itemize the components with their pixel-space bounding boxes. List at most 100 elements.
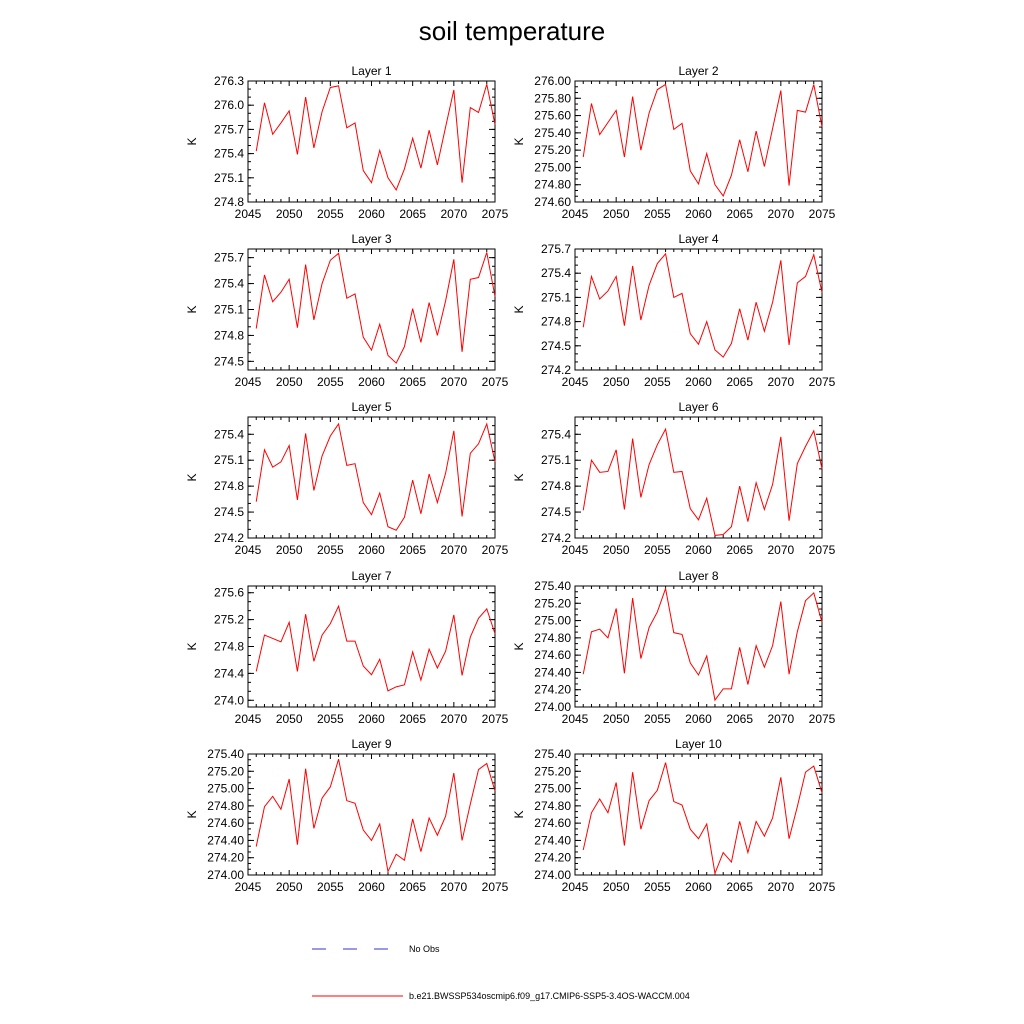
legend-label-no-obs: No Obs <box>409 944 440 954</box>
x-tick-label: 2075 <box>482 712 509 726</box>
y-tick-label: 274.60 <box>534 195 571 209</box>
x-tick-label: 2075 <box>482 207 509 221</box>
y-tick-label: 274.0 <box>214 693 244 707</box>
y-tick-label: 274.5 <box>214 505 244 519</box>
y-axis-label: K <box>512 642 526 650</box>
y-tick-label: 274.80 <box>534 178 571 192</box>
series-line <box>582 83 823 197</box>
y-tick-label: 275.6 <box>214 586 244 600</box>
panel-title: Layer 7 <box>351 569 391 583</box>
panels: Layer 1 K 2045 2050 2055 2060 2065 2070 2075 274.… <box>185 64 836 894</box>
y-tick-label: 275.4 <box>541 266 571 280</box>
x-tick-label: 2075 <box>482 375 509 389</box>
y-tick-label: 274.8 <box>541 315 571 329</box>
x-tick-label: 2070 <box>767 543 794 557</box>
y-tick-label: 274.00 <box>534 868 571 882</box>
panel-title: Layer 4 <box>678 232 718 246</box>
series-line <box>255 604 496 692</box>
panel-layer-4: Layer 4 K 2045 2050 2055 2060 2065 2070 2075 274.… <box>512 232 836 389</box>
series-line <box>582 427 823 536</box>
x-tick-label: 2055 <box>644 375 671 389</box>
y-axis-label: K <box>512 137 526 145</box>
y-tick-label: 274.80 <box>534 631 571 645</box>
panel-title: Layer 10 <box>675 737 722 751</box>
y-tick-label: 275.40 <box>534 747 571 761</box>
x-tick-label: 2045 <box>562 543 589 557</box>
panel-title: Layer 3 <box>351 232 391 246</box>
y-tick-label: 274.00 <box>534 700 571 714</box>
series-line <box>255 84 496 191</box>
panel-title: Layer 6 <box>678 400 718 414</box>
x-tick-label: 2060 <box>358 880 385 894</box>
panel-layer-6: Layer 6 K 2045 2050 2055 2060 2065 2070 2075 274.… <box>512 400 836 557</box>
y-tick-label: 274.60 <box>534 648 571 662</box>
y-tick-label: 275.40 <box>534 126 571 140</box>
y-tick-label: 274.8 <box>541 479 571 493</box>
series-line <box>582 252 823 358</box>
x-tick-label: 2060 <box>358 375 385 389</box>
x-tick-label: 2060 <box>685 543 712 557</box>
y-tick-label: 275.20 <box>207 764 244 778</box>
x-tick-label: 2060 <box>685 712 712 726</box>
y-tick-label: 275.00 <box>534 160 571 174</box>
x-tick-label: 2065 <box>399 880 426 894</box>
x-tick-label: 2050 <box>276 207 303 221</box>
y-tick-label: 274.5 <box>214 354 244 368</box>
series-line <box>255 252 496 364</box>
y-tick-label: 274.2 <box>214 531 244 545</box>
y-tick-label: 275.40 <box>207 747 244 761</box>
y-tick-label: 274.20 <box>534 851 571 865</box>
x-tick-label: 2075 <box>809 712 836 726</box>
panel-layer-1: Layer 1 K 2045 2050 2055 2060 2065 2070 2075 274.… <box>185 64 509 221</box>
panel-title: Layer 8 <box>678 569 718 583</box>
y-tick-label: 275.1 <box>214 303 244 317</box>
y-tick-label: 274.2 <box>541 363 571 377</box>
y-tick-label: 274.20 <box>207 851 244 865</box>
x-tick-label: 2075 <box>809 543 836 557</box>
y-tick-label: 275.4 <box>214 147 244 161</box>
x-tick-label: 2055 <box>317 880 344 894</box>
y-axis-label: K <box>185 642 199 650</box>
x-tick-label: 2065 <box>399 207 426 221</box>
x-tick-label: 2075 <box>809 375 836 389</box>
x-tick-label: 2045 <box>235 375 262 389</box>
y-tick-label: 275.7 <box>541 242 571 256</box>
y-tick-label: 274.80 <box>207 799 244 813</box>
x-tick-label: 2045 <box>235 207 262 221</box>
x-tick-label: 2045 <box>235 712 262 726</box>
panel-layer-8: Layer 8 K 2045 2050 2055 2060 2065 2070 2075 274.… <box>512 569 836 726</box>
series-line <box>255 759 496 874</box>
x-tick-label: 2070 <box>767 712 794 726</box>
x-tick-label: 2055 <box>317 207 344 221</box>
y-tick-label: 275.2 <box>214 613 244 627</box>
x-tick-label: 2070 <box>440 543 467 557</box>
legend: No Obs b.e21.BWSSP534oscmip6.f09_g17.CMI… <box>312 944 690 1001</box>
x-tick-label: 2045 <box>562 880 589 894</box>
y-tick-label: 275.7 <box>214 251 244 265</box>
x-tick-label: 2075 <box>809 880 836 894</box>
y-axis-label: K <box>185 305 199 313</box>
y-tick-label: 275.4 <box>541 427 571 441</box>
y-tick-label: 274.00 <box>207 868 244 882</box>
x-tick-label: 2055 <box>644 543 671 557</box>
x-tick-label: 2055 <box>644 712 671 726</box>
y-tick-label: 275.1 <box>214 453 244 467</box>
x-tick-label: 2055 <box>644 880 671 894</box>
panel-layer-10: Layer 10 K 2045 2050 2055 2060 2065 2070 2075 274… <box>512 737 836 894</box>
x-tick-label: 2060 <box>358 543 385 557</box>
y-axis-label: K <box>185 810 199 818</box>
y-tick-label: 275.80 <box>534 91 571 105</box>
y-tick-label: 274.40 <box>534 833 571 847</box>
x-tick-label: 2045 <box>562 712 589 726</box>
x-tick-label: 2065 <box>726 880 753 894</box>
panel-title: Layer 2 <box>678 64 718 78</box>
y-tick-label: 274.5 <box>541 505 571 519</box>
x-tick-label: 2070 <box>440 880 467 894</box>
y-axis-label: K <box>512 810 526 818</box>
x-tick-label: 2055 <box>317 712 344 726</box>
y-tick-label: 275.20 <box>534 764 571 778</box>
panel-title: Layer 5 <box>351 400 391 414</box>
y-tick-label: 275.4 <box>214 427 244 441</box>
y-tick-label: 274.40 <box>207 833 244 847</box>
